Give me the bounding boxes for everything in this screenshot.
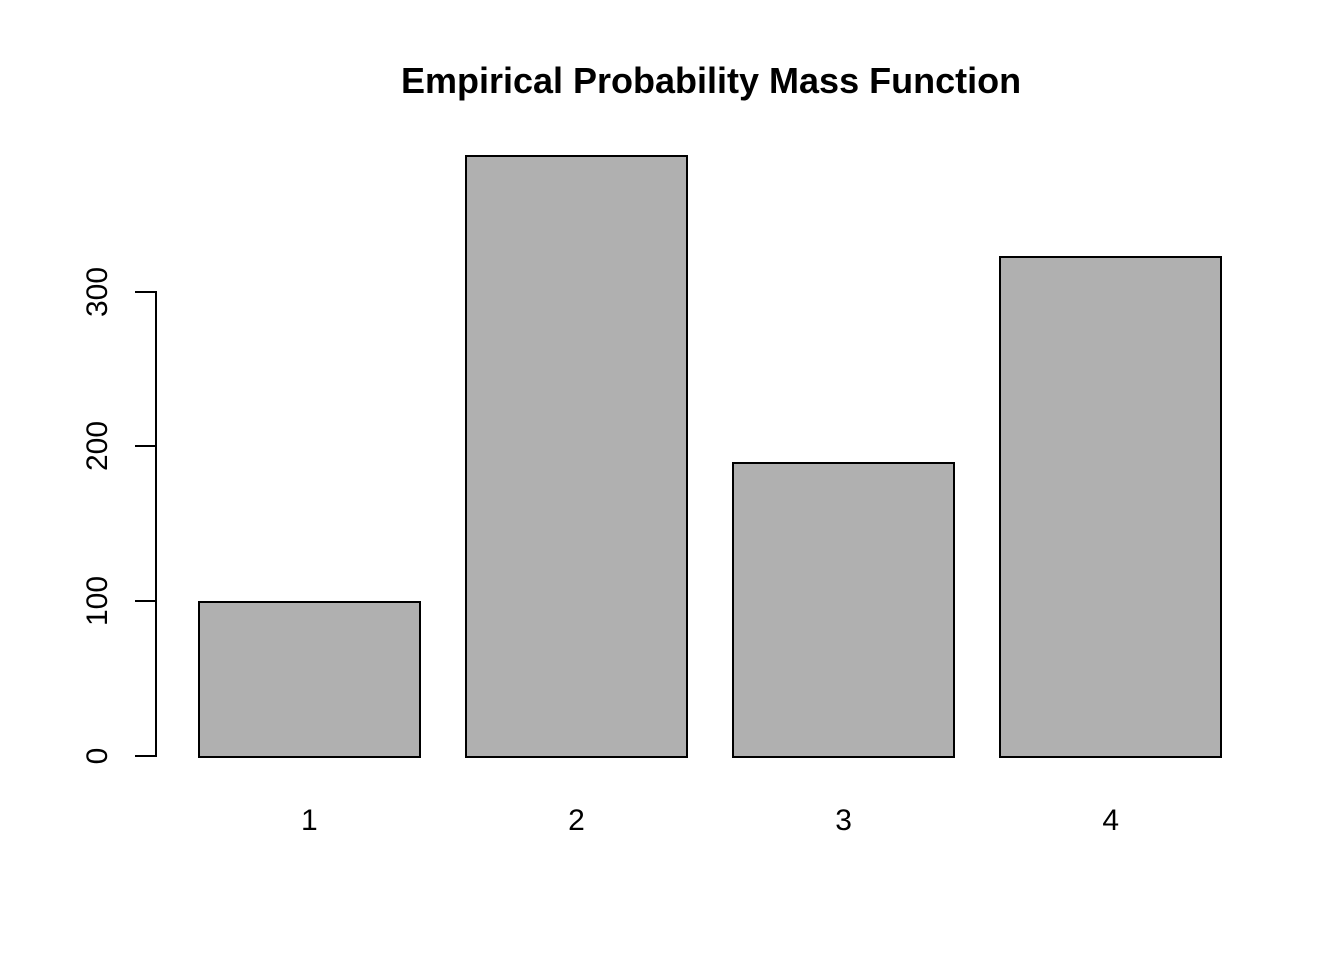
x-tick-label: 1 xyxy=(300,804,318,837)
x-tick-label: 4 xyxy=(1102,804,1120,837)
y-tick-mark xyxy=(135,290,155,293)
y-axis-line xyxy=(155,290,157,757)
y-tick-label: 200 xyxy=(81,421,114,472)
bar-category-2 xyxy=(465,155,688,758)
bar-category-4 xyxy=(999,255,1222,758)
y-tick-label: 100 xyxy=(81,576,114,627)
y-tick-label: 0 xyxy=(81,747,114,765)
y-tick-mark xyxy=(135,600,155,603)
chart-title: Empirical Probability Mass Function xyxy=(400,60,1022,101)
y-tick-mark xyxy=(135,755,155,757)
x-tick-label: 2 xyxy=(568,804,585,837)
y-tick-mark xyxy=(135,445,155,448)
x-tick-label: 3 xyxy=(835,804,852,837)
bar-category-3 xyxy=(732,461,955,758)
bar-category-1 xyxy=(198,601,421,758)
y-tick-label: 300 xyxy=(81,266,114,317)
